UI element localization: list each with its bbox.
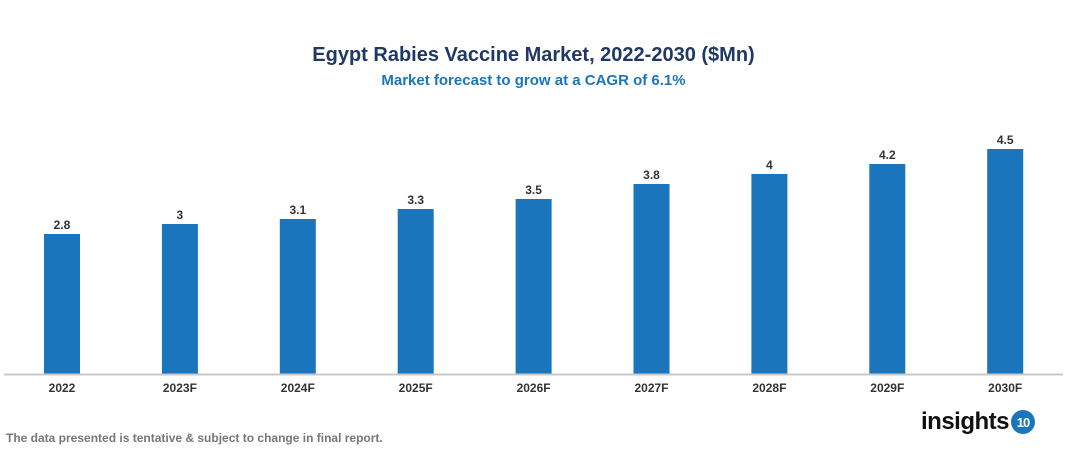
data-label: 3.5: [525, 183, 542, 197]
bar-2023F: [161, 224, 198, 374]
logo-number: 10: [1011, 410, 1036, 434]
bar-2028F: [751, 174, 788, 374]
logo-text: insights: [921, 408, 1010, 435]
x-tick-label: 2022: [49, 381, 76, 395]
disclaimer-note: The data presented is tentative & subjec…: [6, 431, 383, 445]
bar-2024F: [279, 219, 316, 374]
bar-2030F: [987, 149, 1024, 374]
data-label: 2.8: [54, 218, 71, 232]
chart-subtitle: Market forecast to grow at a CAGR of 6.1…: [381, 72, 686, 89]
bar-2027F: [633, 184, 670, 374]
x-tick-label: 2024F: [281, 381, 315, 395]
bar-2029F: [869, 164, 906, 374]
x-tick-label: 2026F: [517, 381, 551, 395]
bar-2022: [44, 234, 80, 374]
x-tick-label: 2029F: [870, 381, 904, 395]
x-tick-label: 2027F: [634, 381, 668, 395]
chart-title: Egypt Rabies Vaccine Market, 2022-2030 (…: [312, 44, 755, 66]
data-label: 4: [766, 158, 773, 172]
insights10-logo: insights 10: [921, 408, 1036, 436]
data-label: 3.8: [643, 168, 660, 182]
x-tick-label: 2023F: [163, 381, 197, 395]
x-tick-label: 2028F: [752, 381, 786, 395]
x-tick-label: 2025F: [399, 381, 433, 395]
data-label: 4.5: [997, 133, 1014, 147]
data-label: 3.1: [289, 203, 306, 217]
bar-2026F: [515, 199, 552, 374]
data-label: 4.2: [879, 148, 896, 162]
x-tick-label: 2030F: [988, 381, 1022, 395]
bar-2025F: [397, 209, 434, 374]
data-label: 3.3: [407, 193, 424, 207]
data-label: 3: [177, 208, 184, 222]
